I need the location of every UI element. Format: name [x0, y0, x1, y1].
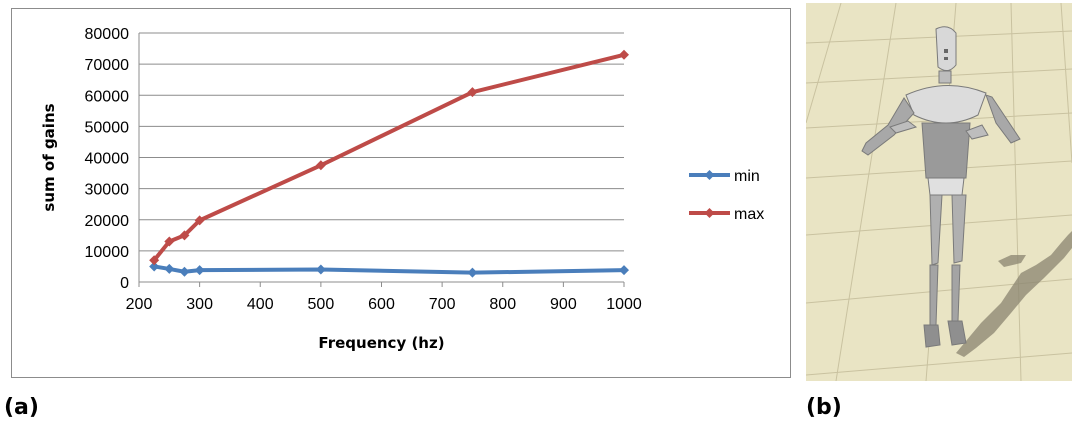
chart-frame: 0 10000 20000 30000 40000 50000 60000 70000 8000… [11, 8, 791, 378]
legend-marker-min [704, 170, 715, 180]
x-tick-label: 200 [126, 296, 153, 313]
y-tick-label: 20000 [85, 213, 130, 230]
y-tick-label: 40000 [85, 151, 130, 168]
data-point [194, 265, 205, 276]
y-tick-label: 50000 [85, 119, 130, 136]
y-tick-label: 10000 [85, 244, 130, 261]
x-tick-label: 1000 [606, 296, 642, 313]
data-point [467, 267, 478, 278]
data-point [619, 265, 629, 276]
data-point [194, 215, 205, 226]
data-point [149, 255, 160, 266]
y-tick-label: 80000 [85, 26, 130, 43]
data-point [164, 263, 175, 274]
x-tick-label: 400 [247, 296, 274, 313]
x-tick-label: 600 [368, 296, 395, 313]
x-tick-label: 700 [429, 296, 456, 313]
legend-marker-max [704, 208, 715, 218]
data-point [619, 49, 629, 60]
x-tick-label: 800 [489, 296, 516, 313]
series-line-min [153, 264, 625, 275]
y-tick-label: 70000 [85, 57, 130, 74]
panel-label-b: (b) [806, 395, 842, 420]
data-point [179, 230, 190, 241]
data-point [315, 160, 326, 171]
legend-label-max: max [734, 206, 764, 223]
panel-label-a: (a) [4, 395, 39, 420]
data-point [467, 87, 478, 98]
data-point [149, 261, 160, 272]
x-tick-label: 500 [308, 296, 335, 313]
y-axis-title: sum of gains [40, 103, 58, 211]
x-tick-label: 900 [550, 296, 577, 313]
y-tick-label: 30000 [85, 182, 130, 199]
x-tick-label: 300 [186, 296, 213, 313]
data-point [164, 236, 175, 247]
humanoid-robot-render [806, 3, 1072, 381]
y-tick-label: 0 [120, 275, 129, 292]
line-chart: 0 10000 20000 30000 40000 50000 60000 70000 8000… [40, 26, 764, 352]
legend-label-min: min [734, 168, 760, 185]
robot-shadow [956, 231, 1072, 357]
x-axis-title: Frequency (hz) [318, 334, 444, 352]
y-tick-label: 60000 [85, 88, 130, 105]
data-point [179, 266, 190, 277]
data-point [315, 264, 326, 275]
robot-figure [861, 26, 1021, 348]
